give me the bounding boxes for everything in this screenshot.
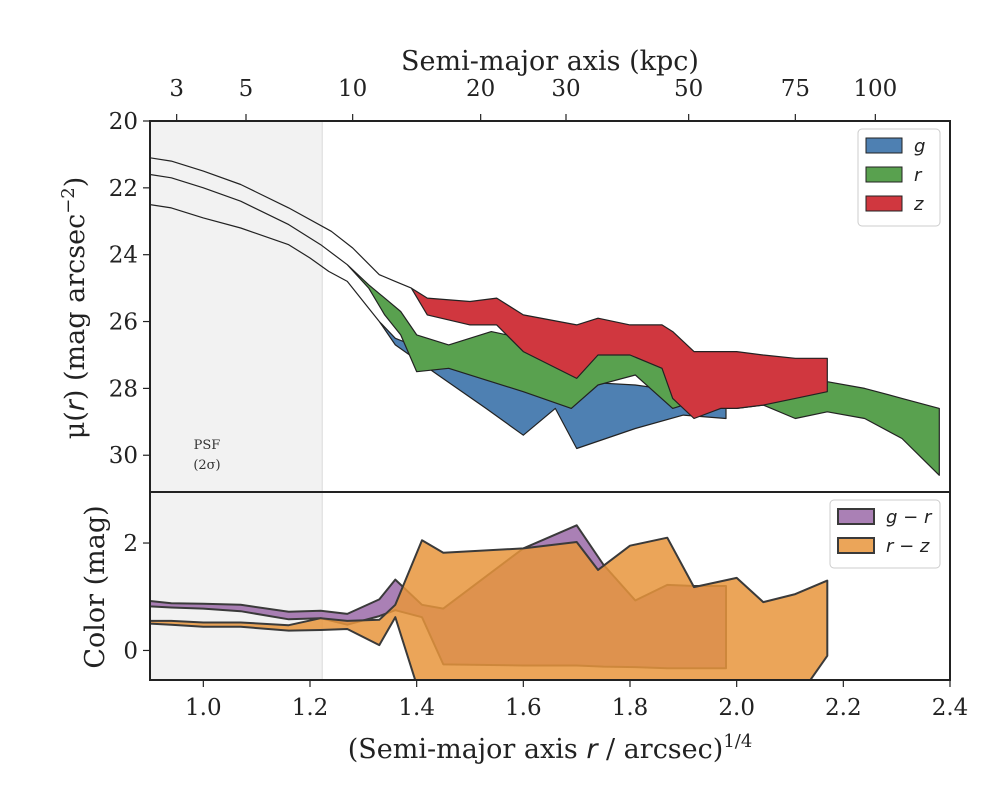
psf-annotation-sublabel: (2σ)	[193, 458, 220, 473]
legend-swatch	[837, 508, 875, 525]
legend-label: z	[913, 194, 924, 215]
x-tick-label: 2.2	[825, 695, 862, 721]
bottom-y-axis-label: Color (mag)	[80, 505, 111, 668]
y-tick-label: 26	[109, 310, 138, 336]
color-panel: 0 2 g − r r − z	[123, 491, 951, 681]
y-tick-label: 30	[109, 443, 138, 469]
y-tick-label: 22	[109, 176, 138, 202]
x-tick-label: 1.0	[185, 695, 222, 721]
top-x-tick-label: 20	[466, 76, 495, 102]
legend-label: g − r	[886, 507, 933, 528]
top-x-tick-label: 5	[239, 76, 254, 102]
psf-shaded-region	[150, 492, 323, 680]
band-rz-series	[150, 536, 829, 680]
psf-annotation-label: PSF	[194, 438, 221, 453]
legend-swatch	[865, 137, 903, 154]
legend-swatch	[837, 537, 875, 554]
top-x-tick-label: 3	[169, 76, 184, 102]
legend-label: r	[914, 165, 923, 186]
top-x-axis-label: Semi-major axis (kpc)	[401, 46, 699, 77]
legend-label: r − z	[886, 536, 930, 557]
x-tick-label: 2.0	[718, 695, 755, 721]
x-tick-label: 1.2	[292, 695, 329, 721]
top-x-tick-label: 75	[781, 76, 810, 102]
x-tick-label: 1.6	[505, 695, 542, 721]
bottom-x-axis-label: (Semi-major axis r / arcsec)1/4	[348, 731, 753, 765]
top-y-axis-label: μ(r) (mag arcsec−2)	[58, 177, 91, 440]
top-x-tick-label: 10	[338, 76, 367, 102]
legend: g − r r − z	[829, 499, 941, 569]
legend-swatch	[865, 195, 903, 212]
top-x-tick-label: 50	[674, 76, 703, 102]
psf-shaded-region	[150, 121, 323, 492]
x-tick-label: 1.8	[612, 695, 649, 721]
legend-label: g	[914, 136, 925, 157]
top-x-tick-label: 100	[853, 76, 897, 102]
surface-brightness-panel: 20 22 24 26 28 30 grz	[109, 109, 951, 493]
top-x-tick-label: 30	[551, 76, 580, 102]
band-z-series	[150, 157, 828, 420]
legend: grz	[857, 128, 941, 227]
y-tick-label: 24	[109, 243, 138, 269]
x-tick-label: 1.4	[398, 695, 435, 721]
y-tick-label: 20	[109, 109, 138, 135]
x-tick-label: 2.4	[932, 695, 969, 721]
y-tick-label: 2	[123, 531, 138, 557]
legend-swatch	[865, 166, 903, 183]
y-tick-label: 0	[123, 638, 138, 664]
y-tick-label: 28	[109, 376, 138, 402]
